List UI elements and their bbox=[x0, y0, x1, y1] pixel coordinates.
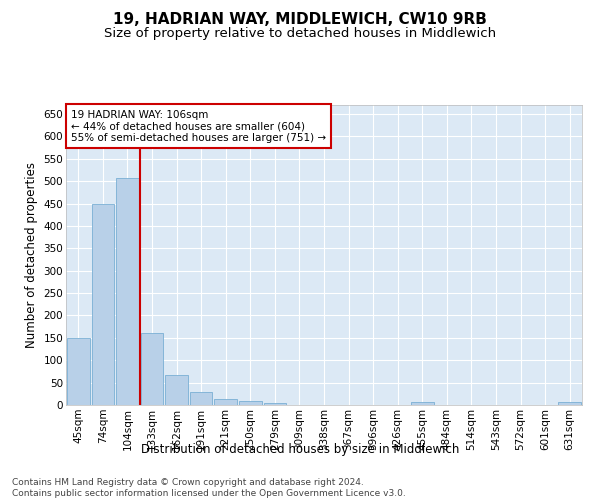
Text: Size of property relative to detached houses in Middlewich: Size of property relative to detached ho… bbox=[104, 28, 496, 40]
Bar bbox=[214, 399, 237, 405]
Text: Contains HM Land Registry data © Crown copyright and database right 2024.
Contai: Contains HM Land Registry data © Crown c… bbox=[12, 478, 406, 498]
Bar bbox=[411, 402, 434, 405]
Bar bbox=[92, 204, 114, 405]
Bar bbox=[559, 402, 581, 405]
Bar bbox=[263, 403, 286, 405]
Bar bbox=[190, 392, 212, 405]
Bar bbox=[140, 334, 163, 405]
Bar bbox=[239, 401, 262, 405]
Bar bbox=[165, 375, 188, 405]
Bar bbox=[67, 338, 89, 405]
Text: 19 HADRIAN WAY: 106sqm
← 44% of detached houses are smaller (604)
55% of semi-de: 19 HADRIAN WAY: 106sqm ← 44% of detached… bbox=[71, 110, 326, 142]
Y-axis label: Number of detached properties: Number of detached properties bbox=[25, 162, 38, 348]
Text: Distribution of detached houses by size in Middlewich: Distribution of detached houses by size … bbox=[141, 442, 459, 456]
Bar bbox=[116, 178, 139, 405]
Text: 19, HADRIAN WAY, MIDDLEWICH, CW10 9RB: 19, HADRIAN WAY, MIDDLEWICH, CW10 9RB bbox=[113, 12, 487, 28]
